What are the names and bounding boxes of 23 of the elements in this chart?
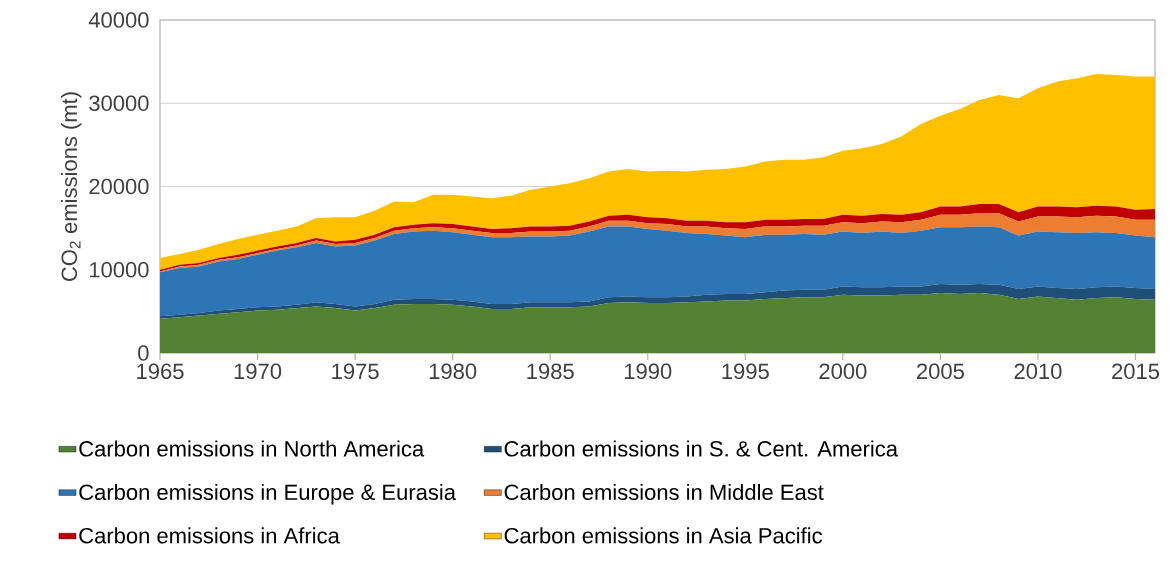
legend-label: Carbon emissions in Europe & Eurasia: [79, 483, 456, 505]
y-tick-label: 30000: [89, 95, 149, 112]
x-tick-label: 1970: [234, 363, 282, 380]
x-tick-label: 1990: [624, 363, 672, 380]
y-tick-label: 10000: [89, 261, 149, 278]
y-tick-label: 20000: [89, 178, 149, 195]
x-tick-label: 2005: [917, 363, 964, 380]
legend-label: Carbon emissions in Asia Pacific: [504, 527, 823, 544]
legend-label: Carbon emissions in S. & Cent. America: [504, 440, 898, 457]
x-tick-label: 1995: [722, 363, 769, 380]
legend-label: Carbon emissions in Middle East: [504, 483, 824, 501]
x-tick-label: 2015: [1112, 363, 1160, 380]
x-tick-label: 1980: [429, 363, 477, 380]
y-tick-label: 40000: [88, 12, 149, 28]
legend-label: Carbon emissions in Africa: [79, 527, 340, 544]
x-tick-label: 1975: [332, 363, 379, 380]
x-tick-label: 2000: [819, 363, 867, 380]
x-tick-label: 1965: [137, 363, 184, 380]
y-tick-label: 0: [138, 345, 149, 361]
legend-label: Carbon emissions in North America: [79, 440, 425, 457]
x-tick-label: 2010: [1014, 363, 1062, 380]
x-tick-label: 1985: [527, 363, 574, 380]
y-axis-title: CO$_{2}$ emissions (mt): [60, 92, 82, 281]
